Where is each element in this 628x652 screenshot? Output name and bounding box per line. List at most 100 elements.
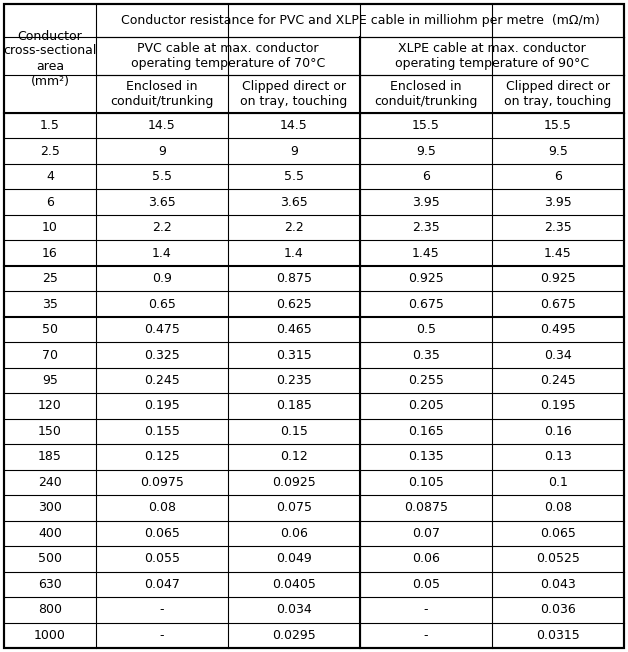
Text: 800: 800 [38, 603, 62, 616]
Text: 2.35: 2.35 [412, 221, 440, 234]
Bar [4, 190, 96, 215]
Bar [360, 138, 492, 164]
Text: -: - [160, 629, 165, 642]
Text: 0.0875: 0.0875 [404, 501, 448, 514]
Bar [96, 597, 228, 623]
Bar [360, 572, 492, 597]
Bar [360, 469, 492, 495]
Text: 5.5: 5.5 [284, 170, 304, 183]
Bar [4, 546, 96, 572]
Text: 0.675: 0.675 [408, 297, 444, 310]
Text: 0.495: 0.495 [540, 323, 576, 336]
Text: 14.5: 14.5 [148, 119, 176, 132]
Bar [4, 215, 96, 241]
Bar [492, 495, 624, 520]
Bar [228, 164, 360, 190]
Text: 35: 35 [42, 297, 58, 310]
Bar [96, 138, 228, 164]
Text: 400: 400 [38, 527, 62, 540]
Bar [96, 623, 228, 648]
Text: 0.034: 0.034 [276, 603, 312, 616]
Bar [492, 393, 624, 419]
Bar [96, 215, 228, 241]
Text: 0.0925: 0.0925 [272, 476, 316, 489]
Bar [96, 368, 228, 393]
Bar [228, 520, 360, 546]
Bar [96, 241, 228, 266]
Bar [228, 419, 360, 444]
Bar [492, 520, 624, 546]
Text: 1.4: 1.4 [152, 246, 172, 259]
Bar [4, 393, 96, 419]
Text: 2.2: 2.2 [284, 221, 304, 234]
Text: 0.35: 0.35 [412, 349, 440, 361]
Bar [96, 469, 228, 495]
Bar [360, 495, 492, 520]
Bar [96, 342, 228, 368]
Bar [360, 419, 492, 444]
Bar [492, 138, 624, 164]
Text: 0.925: 0.925 [540, 272, 576, 285]
Text: 1000: 1000 [34, 629, 66, 642]
Text: Clipped direct or
on tray, touching: Clipped direct or on tray, touching [241, 80, 348, 108]
Bar [4, 266, 96, 291]
Bar [360, 546, 492, 572]
Bar [492, 190, 624, 215]
Bar [96, 419, 228, 444]
Text: 0.05: 0.05 [412, 578, 440, 591]
Bar [228, 623, 360, 648]
Bar [492, 113, 624, 138]
Bar [360, 190, 492, 215]
Text: 0.055: 0.055 [144, 552, 180, 565]
Text: 15.5: 15.5 [412, 119, 440, 132]
Bar [228, 572, 360, 597]
Text: Clipped direct or
on tray, touching: Clipped direct or on tray, touching [504, 80, 612, 108]
Text: 150: 150 [38, 425, 62, 438]
Text: 0.049: 0.049 [276, 552, 312, 565]
Text: 0.255: 0.255 [408, 374, 444, 387]
Bar [228, 291, 360, 317]
Bar [96, 190, 228, 215]
Text: 3.65: 3.65 [148, 196, 176, 209]
Text: 95: 95 [42, 374, 58, 387]
Text: Enclosed in
conduit/trunking: Enclosed in conduit/trunking [111, 80, 214, 108]
Text: 0.06: 0.06 [280, 527, 308, 540]
Text: 0.0315: 0.0315 [536, 629, 580, 642]
Text: 0.185: 0.185 [276, 400, 312, 413]
Bar [492, 342, 624, 368]
Bar [96, 393, 228, 419]
Text: 0.036: 0.036 [540, 603, 576, 616]
Text: 16: 16 [42, 246, 58, 259]
Bar [4, 164, 96, 190]
Bar [4, 495, 96, 520]
Bar [228, 75, 360, 113]
Bar [360, 241, 492, 266]
Text: 9.5: 9.5 [548, 145, 568, 158]
Text: 0.245: 0.245 [144, 374, 180, 387]
Text: 0.06: 0.06 [412, 552, 440, 565]
Text: 0.16: 0.16 [544, 425, 572, 438]
Bar [492, 164, 624, 190]
Bar [360, 393, 492, 419]
Bar [4, 419, 96, 444]
Text: 6: 6 [554, 170, 562, 183]
Text: 1.45: 1.45 [544, 246, 572, 259]
Bar [228, 495, 360, 520]
Text: 0.925: 0.925 [408, 272, 444, 285]
Text: 500: 500 [38, 552, 62, 565]
Bar [96, 113, 228, 138]
Text: 1.45: 1.45 [412, 246, 440, 259]
Bar [492, 419, 624, 444]
Text: 0.13: 0.13 [544, 451, 572, 464]
Bar [360, 75, 492, 113]
Text: 2.5: 2.5 [40, 145, 60, 158]
Bar [228, 266, 360, 291]
Text: 0.043: 0.043 [540, 578, 576, 591]
Bar [360, 37, 624, 75]
Text: -: - [424, 629, 428, 642]
Text: Enclosed in
conduit/trunking: Enclosed in conduit/trunking [374, 80, 478, 108]
Bar [228, 317, 360, 342]
Text: 0.12: 0.12 [280, 451, 308, 464]
Text: 0.065: 0.065 [540, 527, 576, 540]
Bar [96, 75, 228, 113]
